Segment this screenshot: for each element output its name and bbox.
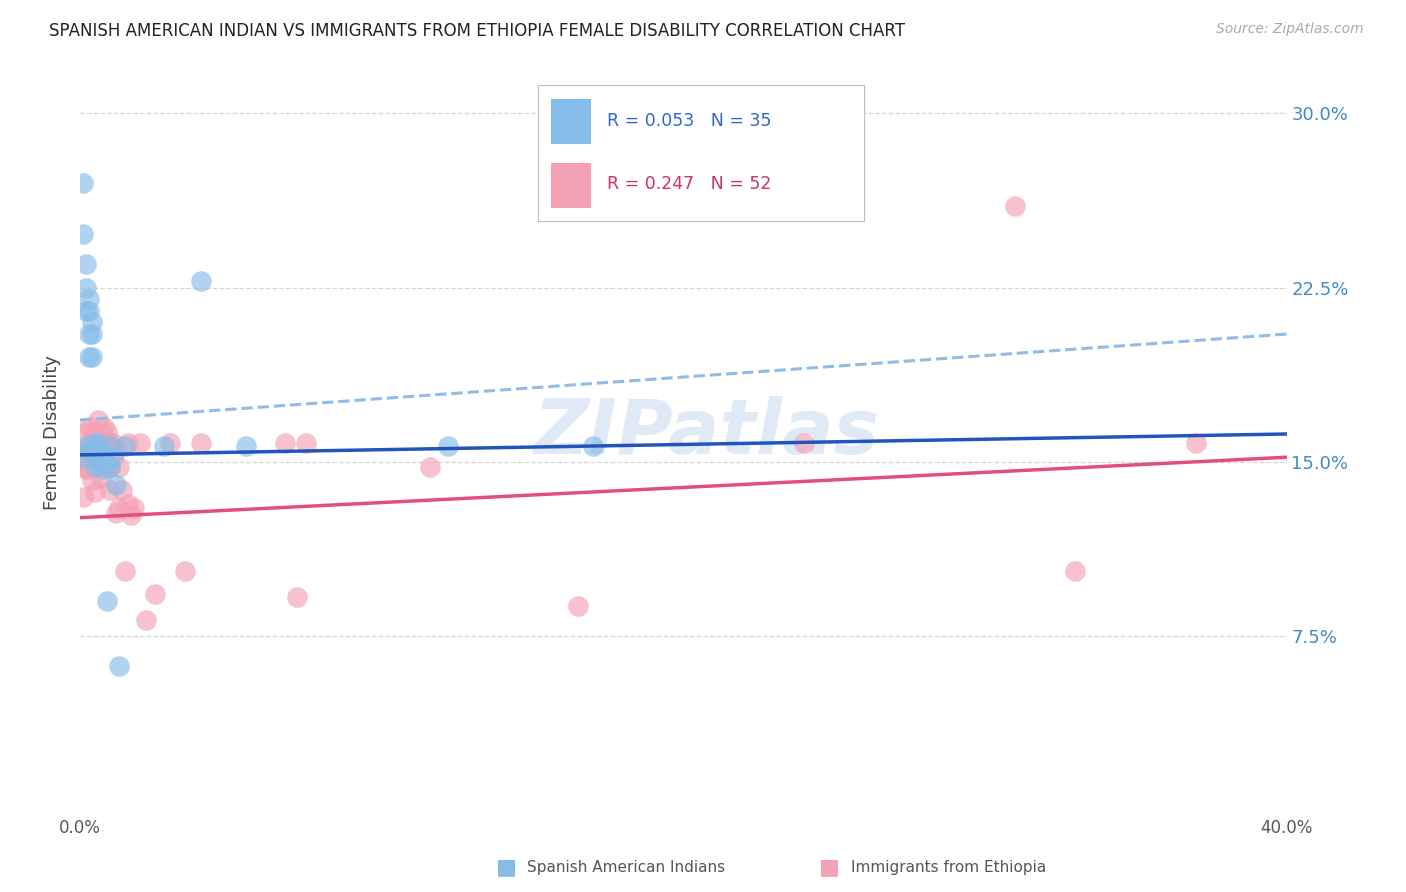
Point (122, 501, 145, 516)
Point (93, 436, 115, 450)
Point (75, 303, 97, 318)
Point (1004, 199, 1026, 213)
Point (77, 303, 100, 318)
Point (75, 462, 97, 476)
Point (143, 587, 166, 601)
Point (93, 462, 115, 476)
Point (96, 459, 118, 474)
Point (135, 613, 157, 627)
Point (75, 443, 97, 458)
Point (75, 439, 97, 453)
Point (72, 459, 94, 474)
Point (87, 436, 110, 450)
Point (98, 459, 121, 474)
Point (98, 459, 121, 474)
Point (98, 436, 121, 450)
Point (77, 462, 100, 476)
Point (114, 564, 136, 578)
Point (98, 483, 121, 497)
Text: SPANISH AMERICAN INDIAN VS IMMIGRANTS FROM ETHIOPIA FEMALE DISABILITY CORRELATIO: SPANISH AMERICAN INDIAN VS IMMIGRANTS FR… (49, 22, 905, 40)
Point (80, 315, 103, 329)
Point (96, 594, 118, 608)
Point (84, 448, 107, 462)
Point (105, 443, 128, 458)
Point (153, 439, 176, 453)
Point (117, 436, 139, 450)
Point (75, 257, 97, 271)
Point (111, 483, 134, 497)
Point (120, 508, 142, 523)
Point (84, 450, 107, 465)
Point (72, 490, 94, 504)
Point (274, 436, 297, 450)
Point (72, 450, 94, 465)
Point (96, 425, 118, 439)
Point (129, 436, 152, 450)
Point (80, 351, 103, 365)
Point (75, 280, 97, 294)
Point (98, 439, 121, 453)
Point (582, 439, 605, 453)
Point (77, 326, 100, 341)
Point (174, 564, 197, 578)
Point (77, 420, 100, 434)
Point (84, 485, 107, 500)
Point (84, 425, 107, 439)
Text: ■: ■ (496, 857, 516, 877)
Point (108, 459, 131, 474)
Point (90, 471, 112, 485)
Point (1185, 436, 1208, 450)
Point (77, 292, 100, 306)
Text: ZIPatlas: ZIPatlas (534, 396, 880, 470)
Point (77, 351, 100, 365)
Point (190, 436, 212, 450)
Point (105, 506, 128, 520)
Point (77, 443, 100, 458)
Point (159, 436, 181, 450)
Point (75, 425, 97, 439)
Point (108, 659, 131, 673)
Point (1064, 564, 1087, 578)
Text: Immigrants from Ethiopia: Immigrants from Ethiopia (851, 860, 1046, 874)
Point (77, 439, 100, 453)
Point (72, 443, 94, 458)
Point (101, 436, 124, 450)
Point (90, 443, 112, 458)
Point (72, 227, 94, 241)
Point (437, 439, 460, 453)
Point (105, 478, 128, 492)
Point (190, 274, 212, 288)
Point (285, 590, 308, 604)
Point (87, 432, 110, 446)
Point (567, 599, 589, 613)
Text: Source: ZipAtlas.com: Source: ZipAtlas.com (1216, 22, 1364, 37)
Point (93, 448, 115, 462)
Point (87, 436, 110, 450)
Point (84, 459, 107, 474)
Point (419, 459, 441, 474)
Point (90, 425, 112, 439)
Point (80, 326, 103, 341)
Point (72, 176, 94, 190)
Y-axis label: Female Disability: Female Disability (44, 355, 60, 510)
Text: ■: ■ (820, 857, 839, 877)
Point (235, 439, 257, 453)
Point (93, 420, 115, 434)
Point (87, 455, 110, 469)
Point (80, 432, 103, 446)
Point (80, 474, 103, 488)
Point (295, 436, 318, 450)
Point (108, 501, 131, 516)
Point (84, 436, 107, 450)
Point (87, 413, 110, 427)
Point (114, 439, 136, 453)
Point (101, 450, 124, 465)
Text: Spanish American Indians: Spanish American Indians (527, 860, 725, 874)
Point (117, 497, 139, 511)
Point (793, 436, 815, 450)
